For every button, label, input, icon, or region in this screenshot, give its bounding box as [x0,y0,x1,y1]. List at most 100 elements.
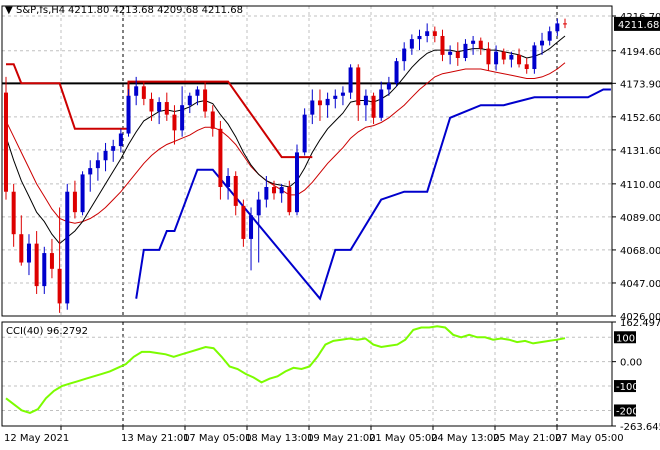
candle-body [103,150,108,161]
candle-body [118,133,123,147]
candle-body [509,54,514,60]
candle-body [203,89,208,112]
y-tick-label: 4131.60 [620,146,660,157]
candle-body [195,89,200,96]
candle-body [72,191,77,213]
candle-body [187,95,192,106]
candle-body [325,98,330,106]
candle-body [294,152,299,213]
cci-tick-label: 0.00 [620,358,642,369]
candle-body [218,128,223,188]
candle-body [340,92,345,96]
candle-body [157,102,162,112]
candle-body [95,160,100,169]
cci-level-label: -200 [616,406,639,417]
x-tick-label: 24 May 13:00 [431,433,500,444]
x-tick-label: 25 May 21:00 [493,433,562,444]
cci-panel-frame [1,321,613,427]
axis-labels: 4216.704194.604173.904152.604131.604110.… [4,12,660,444]
candle-body [65,191,70,304]
candle-body [440,35,445,55]
candle-body [409,39,414,49]
candle-body [264,187,269,200]
candle-body [57,268,62,304]
fast-ma-line [5,35,566,245]
panel-frames [1,5,613,427]
candle-body [317,100,322,106]
ohlc-values: 4211.80 4213.68 4209.68 4211.68 [68,5,243,16]
candle-body [233,175,238,206]
candle-body [180,105,185,131]
cci-level-box [614,404,636,417]
symbol-label: S&P,fs,H4 [16,5,65,16]
candle-body [126,95,131,134]
candle-body [333,95,338,99]
candle-body [471,40,476,44]
candle-body [19,234,24,263]
candle-body [249,215,254,239]
cci-label: CCI(40) 96.2792 [6,326,88,337]
header: ▼ S&P,fs,H4 4211.80 4213.68 4209.68 4211… [5,5,243,16]
candle-body [555,23,560,32]
candle-body [42,253,47,287]
candle-body [379,89,384,118]
channel-lower-line [135,88,611,301]
candle-body [486,48,491,65]
candlesticks [4,18,567,313]
candle-body [455,51,460,59]
candle-body [226,175,231,188]
cci-level-label: 100 [616,333,635,344]
channel-upper-line [6,63,313,159]
candle-body [256,199,261,216]
current-price-box [614,16,660,31]
y-tick-label: 4110.00 [620,180,660,191]
menu-triangle-icon[interactable]: ▼ [5,5,13,16]
candle-body [432,31,437,36]
x-tick-label: 12 May 2021 [4,433,69,444]
candle-body [302,114,307,153]
candle-body [279,187,284,194]
candle-body [532,45,537,70]
candle-body [394,61,399,84]
candle-body [134,86,139,96]
main-grid [2,6,612,426]
cci-grid [2,336,612,411]
candle-body [524,64,529,70]
candle-body [501,51,506,60]
cci-level-box [614,380,636,393]
y-tick-label: 4068.00 [620,246,660,257]
x-tick-label: 17 May 05:00 [183,433,252,444]
candle-body [448,51,453,55]
cci-level-box [614,331,636,344]
x-tick-label: 18 May 13:00 [245,433,314,444]
candle-body [80,174,85,213]
candle-body [371,95,376,118]
candle-body [348,67,353,93]
candle-body [540,40,545,46]
cci-tick-label: -263.6451 [620,422,660,433]
y-tick-label: 4047.00 [620,279,660,290]
main-panel-frame [1,5,613,317]
candle-body [425,31,430,36]
current-price-label: 4211.68 [618,20,659,31]
candle-body [310,100,315,115]
x-tick-label: 13 May 21:00 [121,433,190,444]
slow-ma-line [5,62,566,224]
candle-body [417,35,422,40]
candle-body [547,31,552,41]
candle-body [356,67,361,106]
candle-body [164,102,169,115]
x-tick-label: 21 May 05:00 [369,433,438,444]
candle-body [88,168,93,175]
candle-body [386,83,391,90]
candle-body [26,243,31,263]
candle-body [287,187,292,213]
candle-body [11,191,16,235]
y-tick-label: 4194.60 [620,47,660,58]
candle-body [141,86,146,99]
cci-level-label: -100 [616,382,639,393]
candle-body [563,23,567,25]
x-tick-label: 27 May 05:00 [555,433,624,444]
candle-body [172,114,177,131]
candle-body [49,253,54,269]
